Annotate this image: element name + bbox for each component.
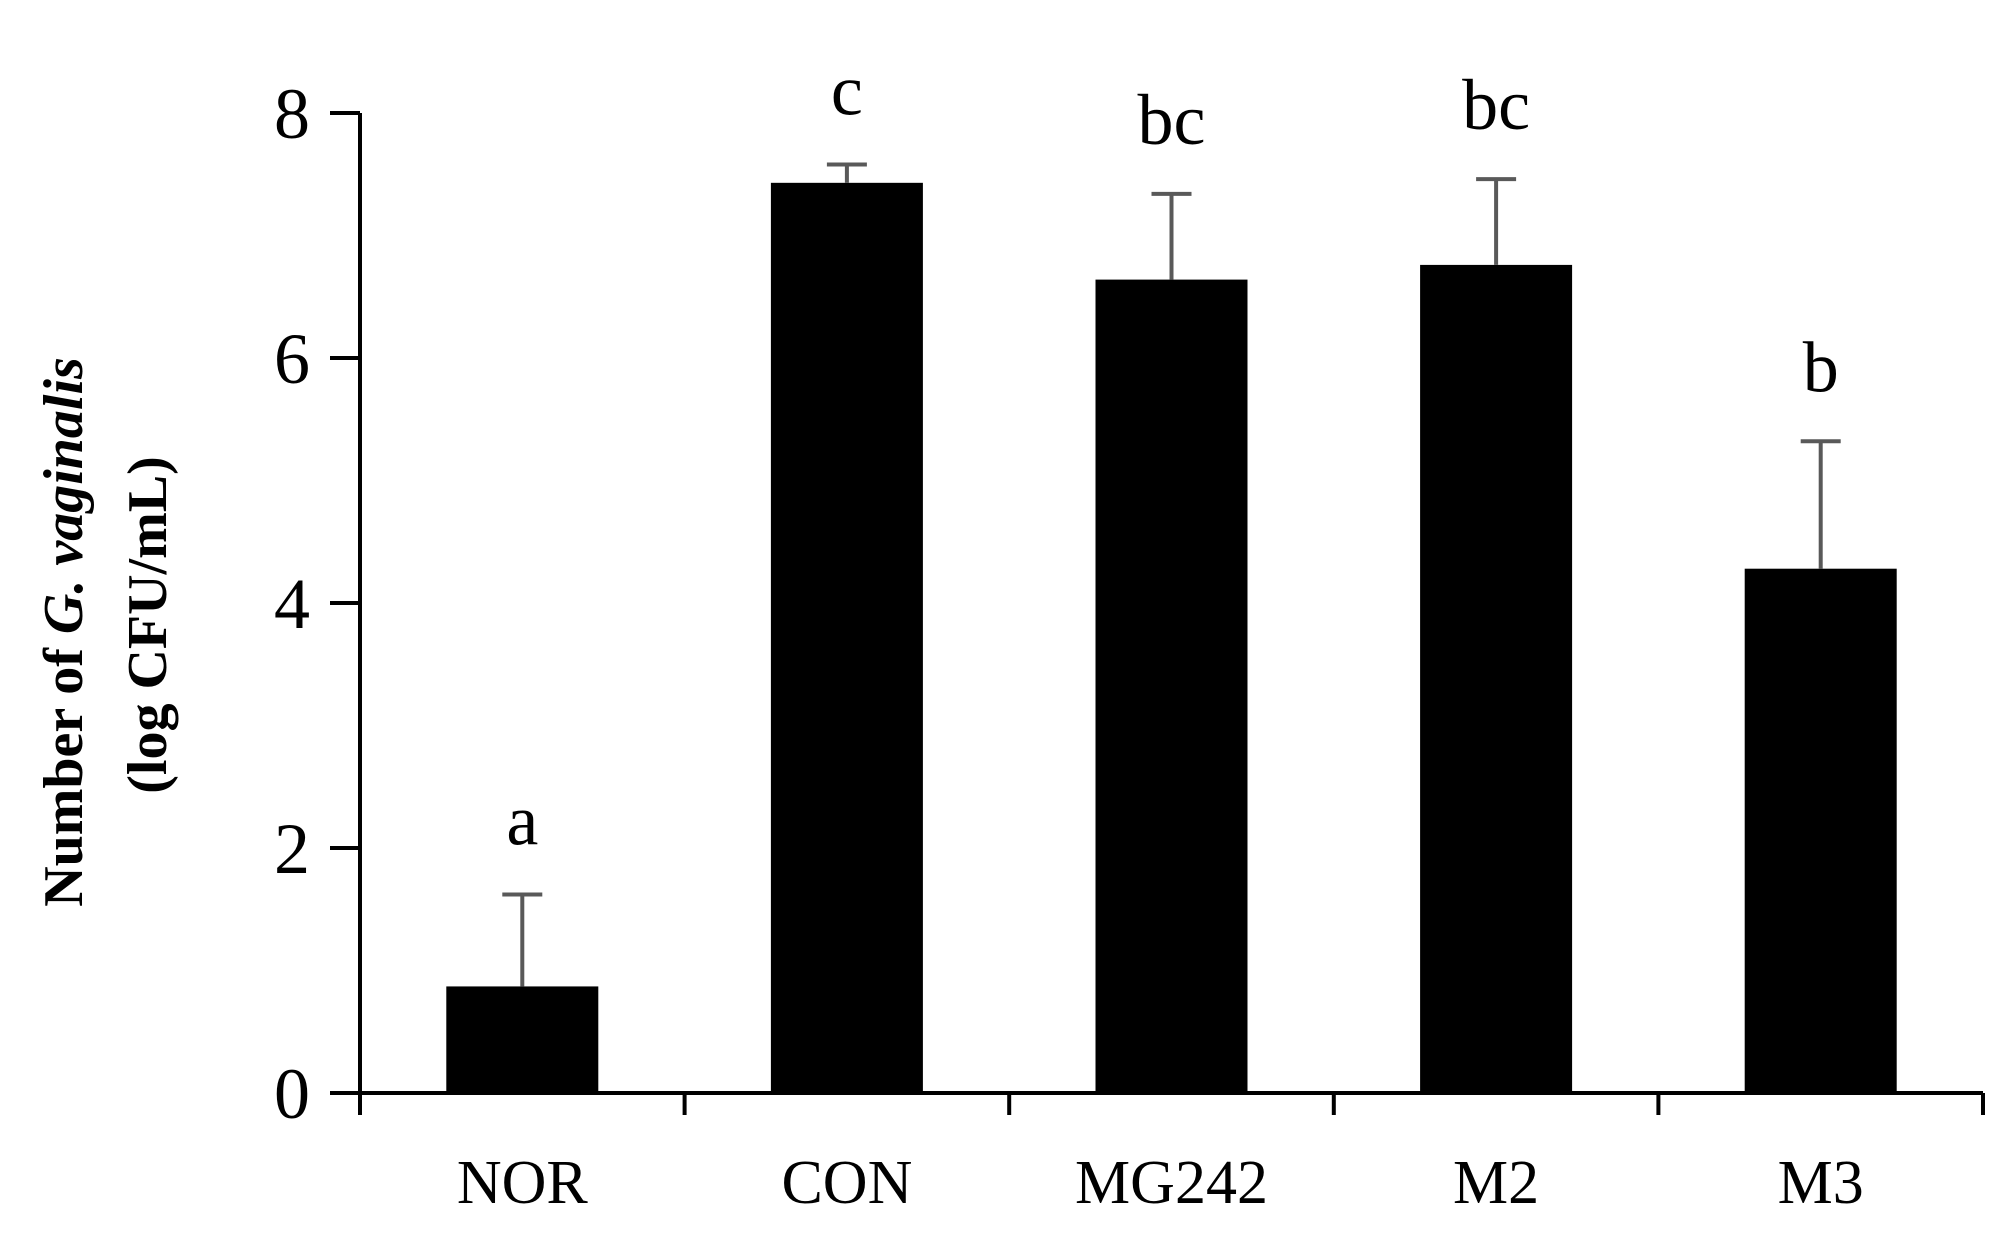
y-tick-label: 2 [274, 809, 310, 889]
bar [770, 182, 923, 1093]
y-axis-label-line1-prefix: Number of [33, 634, 95, 907]
significance-label: a [506, 781, 538, 861]
y-tick-label: 8 [274, 74, 310, 154]
x-category-label: M3 [1778, 1149, 1864, 1217]
significance-label: b [1803, 327, 1839, 407]
y-tick-label: 4 [274, 564, 310, 644]
x-category-label: MG242 [1075, 1149, 1268, 1217]
significance-label: c [831, 50, 863, 130]
y-axis-label-line1-italic: G. vaginalis [33, 357, 95, 634]
y-ticks-layer: 0 2 4 6 8 [274, 74, 360, 1134]
x-ticks-layer: NOR CON MG242 M2 M3 [358, 1093, 1985, 1217]
x-category-label: CON [781, 1149, 912, 1217]
significance-labels-layer: a c bc bc b [506, 50, 1838, 860]
bar [1744, 568, 1897, 1093]
y-axis-label-line2: (log CFU/mL) [117, 456, 179, 794]
y-axis-label: Number of G. vaginalis (log CFU/mL) [33, 343, 179, 907]
x-category-label: NOR [457, 1149, 589, 1217]
y-tick-label: 6 [274, 319, 310, 399]
significance-label: bc [1138, 80, 1206, 160]
bars-layer [446, 182, 1897, 1094]
y-tick-label: 0 [274, 1054, 310, 1134]
bar [1420, 264, 1573, 1093]
bar [1095, 279, 1248, 1094]
significance-label: bc [1462, 65, 1530, 145]
error-bars-layer [502, 162, 1841, 987]
bar [446, 986, 599, 1093]
x-category-label: M2 [1453, 1149, 1539, 1217]
